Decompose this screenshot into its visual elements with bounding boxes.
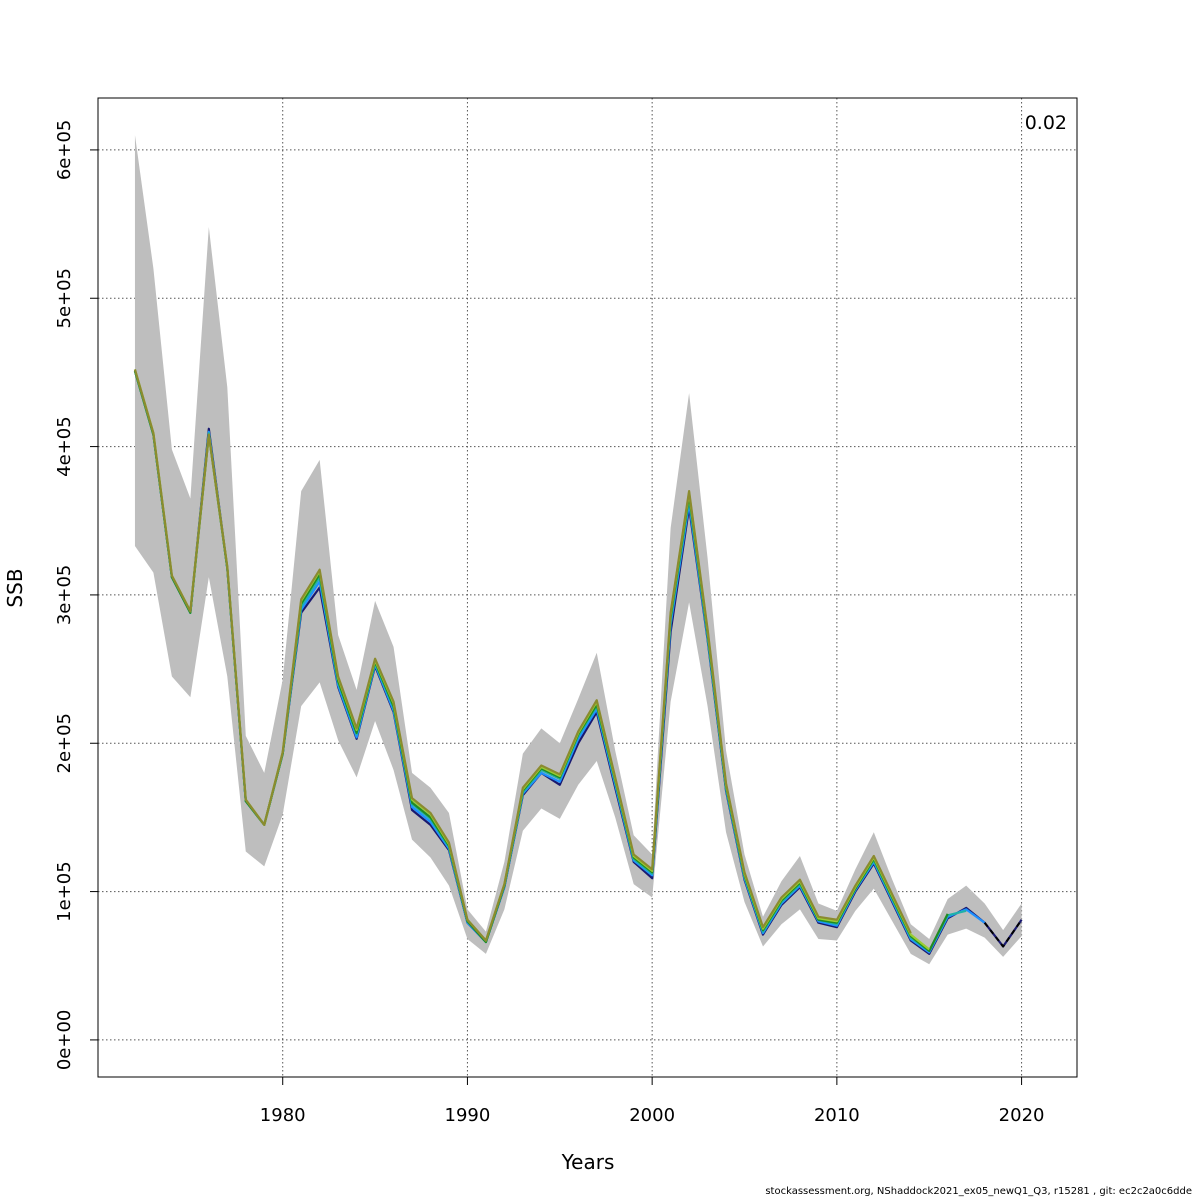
plot-frame bbox=[97, 97, 1078, 1078]
x-tick-label-3: 2010 bbox=[814, 1105, 860, 1126]
series-line-5 bbox=[133, 369, 912, 942]
series-line-6 bbox=[983, 919, 1023, 948]
y-axis-title: SSB bbox=[3, 568, 27, 607]
y-axis: 0e+00 1e+05 2e+05 3e+05 4e+05 5e+05 6e+05 bbox=[54, 120, 98, 1071]
x-tick-label-0: 1980 bbox=[260, 1105, 306, 1126]
y-tick-label-4: 4e+05 bbox=[54, 416, 75, 477]
footer-caption: stockassessment.org, NShaddock2021_ex05_… bbox=[765, 1186, 1192, 1197]
y-tick-label-1: 1e+05 bbox=[54, 861, 75, 922]
confidence-band bbox=[134, 135, 1022, 965]
x-axis: 1980 1990 2000 2010 2020 bbox=[260, 1077, 1045, 1126]
x-axis-title: Years bbox=[561, 1150, 615, 1174]
y-tick-label-6: 6e+05 bbox=[54, 120, 75, 181]
x-tick-label-4: 2020 bbox=[999, 1105, 1045, 1126]
y-tick-label-2: 2e+05 bbox=[54, 713, 75, 774]
corner-label: 0.02 bbox=[1025, 112, 1067, 134]
series-lines bbox=[133, 369, 1023, 955]
y-tick-label-0: 0e+00 bbox=[54, 1010, 75, 1071]
confidence-band-area bbox=[134, 135, 1022, 965]
x-tick-label-2: 2000 bbox=[629, 1105, 675, 1126]
y-tick-label-5: 5e+05 bbox=[54, 268, 75, 329]
x-tick-label-1: 1990 bbox=[445, 1105, 491, 1126]
y-tick-label-3: 3e+05 bbox=[54, 565, 75, 626]
